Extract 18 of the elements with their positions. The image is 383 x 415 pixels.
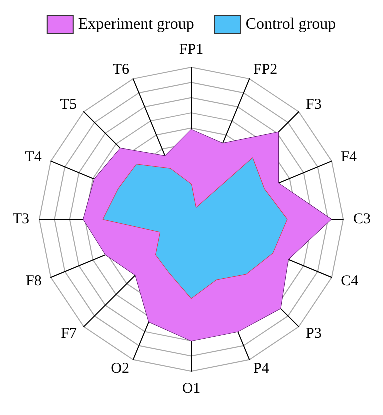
spoke-label: O2 <box>111 361 130 378</box>
spoke-label: F4 <box>341 149 358 166</box>
spoke-label: T4 <box>25 149 42 166</box>
spoke-label: F7 <box>61 326 78 342</box>
spoke-label: T3 <box>12 211 30 228</box>
spoke-label: T6 <box>112 62 130 78</box>
legend-label: Control group <box>246 16 336 33</box>
spoke-label: T5 <box>60 96 77 113</box>
legend-label: Experiment group <box>78 16 194 33</box>
spoke-label: O1 <box>182 380 201 397</box>
spoke-label: FP2 <box>253 62 278 78</box>
spoke-label: FP1 <box>179 42 204 58</box>
spoke-label: F8 <box>26 273 42 290</box>
spoke-label: P4 <box>253 361 270 378</box>
spoke-label: P3 <box>306 326 322 342</box>
spoke-label: C4 <box>341 273 360 290</box>
spoke-label: F3 <box>306 96 322 113</box>
spoke-label: C3 <box>354 211 372 228</box>
